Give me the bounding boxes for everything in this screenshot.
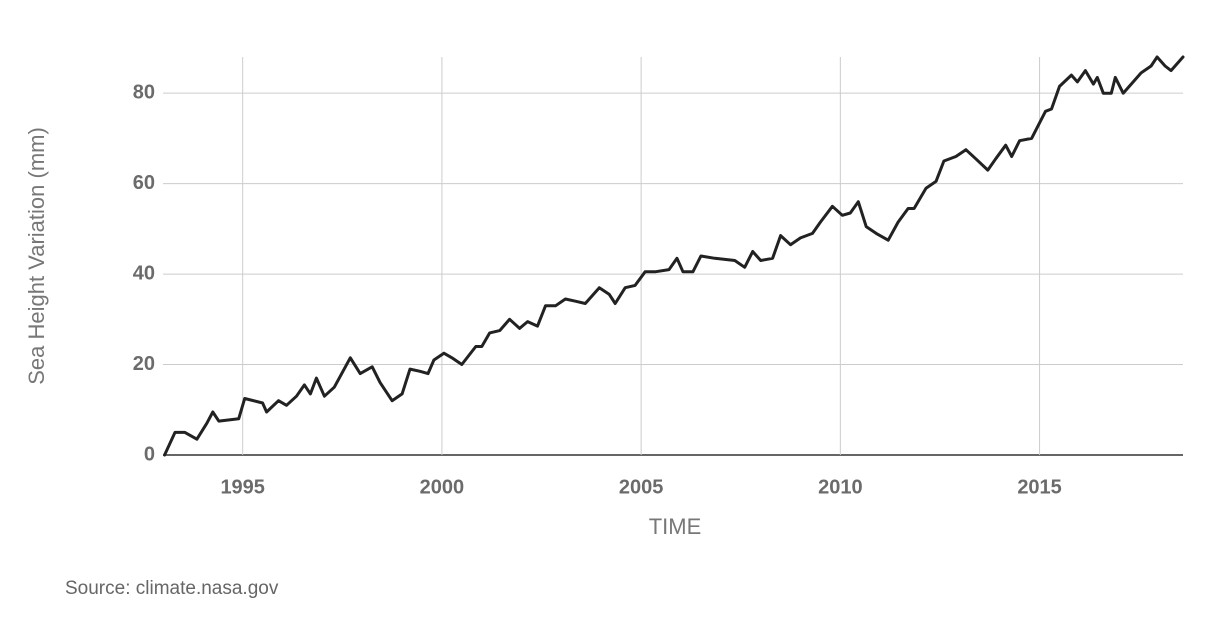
y-tick-label: 0 xyxy=(144,443,155,465)
x-tick-label: 2000 xyxy=(420,476,465,498)
y-tick-label: 40 xyxy=(133,262,155,284)
y-axis-title: Sea Height Variation (mm) xyxy=(24,127,49,385)
y-tick-label: 60 xyxy=(133,172,155,194)
x-tick-label: 2010 xyxy=(818,476,863,498)
x-tick-label: 2005 xyxy=(619,476,664,498)
y-tick-label: 20 xyxy=(133,353,155,375)
x-tick-label: 2015 xyxy=(1017,476,1062,498)
source-note: Source: climate.nasa.gov xyxy=(65,578,279,599)
data-line xyxy=(163,55,1185,457)
y-tick-label: 80 xyxy=(133,81,155,103)
x-axis-title: TIME xyxy=(649,514,702,539)
x-tick-label: 1995 xyxy=(220,476,265,498)
